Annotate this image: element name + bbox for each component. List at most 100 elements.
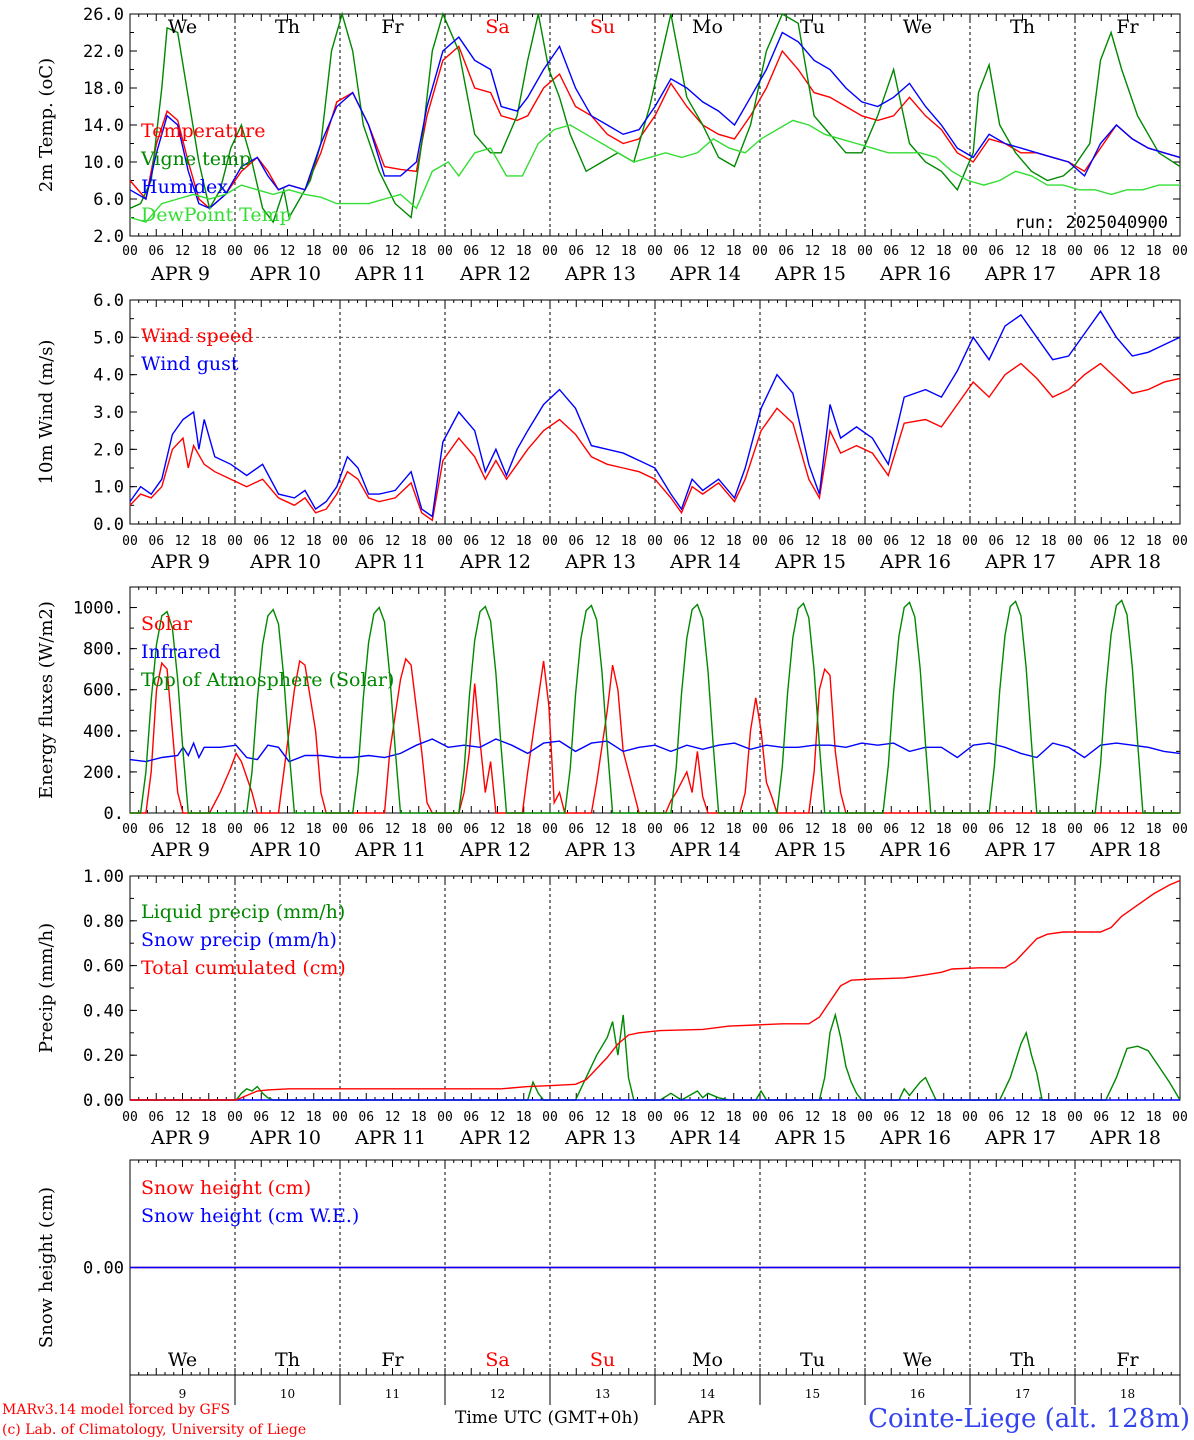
day-name: Sa — [485, 16, 509, 38]
hour-label: 18 — [1146, 822, 1162, 837]
y-tick-label: 0.0 — [93, 515, 124, 535]
date-label: APR 9 — [150, 551, 210, 573]
date-label: APR 12 — [459, 263, 531, 285]
hour-label: 00 — [1172, 244, 1188, 259]
hour-label: 12 — [175, 244, 191, 259]
y-tick-label: 6.0 — [93, 291, 124, 311]
time-axis-month: APR — [687, 1408, 726, 1428]
hour-label: 00 — [752, 244, 768, 259]
legend-entry: Solar — [141, 613, 193, 635]
date-label: APR 14 — [669, 551, 741, 573]
hour-label: 06 — [673, 244, 689, 259]
time-axis-label: Time UTC (GMT+0h) — [455, 1408, 639, 1428]
day-number: 15 — [805, 1387, 820, 1401]
hour-label: 06 — [778, 822, 794, 837]
day-number: 17 — [1015, 1387, 1030, 1401]
date-label: APR 17 — [984, 263, 1056, 285]
hour-label: 12 — [700, 244, 716, 259]
hour-label: 18 — [411, 534, 427, 549]
y-tick-label: 0.40 — [83, 1001, 124, 1021]
series-line — [129, 309, 1181, 518]
hour-label: 00 — [122, 822, 138, 837]
y-tick-label: 0.00 — [83, 1259, 124, 1279]
hour-label: 18 — [831, 822, 847, 837]
hour-label: 12 — [1120, 1110, 1136, 1125]
hour-label: 06 — [568, 822, 584, 837]
hour-label: 06 — [253, 822, 269, 837]
hour-label: 12 — [280, 1110, 296, 1125]
hour-label: 18 — [1041, 534, 1057, 549]
legend-entry: Wind gust — [141, 353, 239, 375]
hour-label: 18 — [516, 534, 532, 549]
day-number: 9 — [179, 1387, 187, 1401]
series-line — [129, 45, 1181, 210]
y-axis-label: Precip (mm/h) — [36, 923, 57, 1053]
y-tick-label: 3.0 — [93, 403, 124, 423]
hour-label: 06 — [883, 1110, 899, 1125]
hour-label: 00 — [752, 534, 768, 549]
hour-label: 06 — [778, 244, 794, 259]
day-name: Fr — [381, 1349, 404, 1371]
y-tick-label: 0.20 — [83, 1046, 124, 1066]
hour-label: 00 — [962, 534, 978, 549]
hour-label: 00 — [962, 822, 978, 837]
hour-label: 06 — [778, 1110, 794, 1125]
legend-entry: Vigne temp — [140, 148, 251, 170]
hour-label: 06 — [568, 534, 584, 549]
hour-label: 18 — [516, 244, 532, 259]
hour-label: 12 — [1120, 534, 1136, 549]
hour-label: 12 — [805, 534, 821, 549]
run-annotation: run: 2025040900 — [1014, 213, 1168, 233]
series-line — [129, 31, 1181, 210]
hour-label: 00 — [437, 244, 453, 259]
day-number: 10 — [280, 1387, 295, 1401]
legend-entry: Infrared — [141, 641, 221, 663]
day-name: Th — [1010, 16, 1035, 38]
hour-label: 12 — [490, 244, 506, 259]
hour-label: 00 — [1172, 1110, 1188, 1125]
day-name: We — [168, 16, 197, 38]
hour-label: 18 — [1041, 822, 1057, 837]
hour-label: 06 — [253, 244, 269, 259]
hour-label: 18 — [621, 534, 637, 549]
series-line — [130, 879, 1181, 1101]
series-line — [129, 362, 1181, 522]
y-tick-label: 1.00 — [83, 867, 124, 887]
date-label: APR 10 — [249, 551, 321, 573]
panel-2: 0.0 1.0 2.0 3.0 4.0 5.0 6.0 10m Wind (m/s) Wind … — [36, 291, 1188, 573]
hour-label: 12 — [1015, 534, 1031, 549]
hour-label: 00 — [542, 244, 558, 259]
hour-label: 06 — [673, 822, 689, 837]
panel-3: 0. 200. 400. 600. 800. 1000. Energy fluxes (W/… — [36, 586, 1188, 861]
y-tick-label: 1.0 — [93, 478, 124, 498]
date-label: APR 13 — [564, 263, 636, 285]
legend-entry: Snow precip (mm/h) — [141, 929, 337, 951]
hour-label: 18 — [831, 244, 847, 259]
hour-label: 18 — [1146, 1110, 1162, 1125]
y-tick-label: 2.0 — [93, 227, 124, 247]
hour-label: 00 — [1067, 822, 1083, 837]
hour-label: 06 — [1093, 244, 1109, 259]
hour-label: 00 — [332, 534, 348, 549]
day-name: We — [903, 1349, 932, 1371]
date-label: APR 15 — [774, 839, 846, 861]
hour-label: 06 — [883, 822, 899, 837]
date-label: APR 16 — [879, 1127, 951, 1149]
date-label: APR 10 — [249, 839, 321, 861]
hour-label: 00 — [332, 822, 348, 837]
y-tick-label: 0. — [104, 804, 124, 824]
hour-label: 18 — [201, 534, 217, 549]
day-name: Th — [275, 16, 300, 38]
hour-label: 00 — [752, 822, 768, 837]
date-label: APR 11 — [354, 1127, 426, 1149]
hour-label: 18 — [306, 822, 322, 837]
hour-label: 00 — [437, 534, 453, 549]
date-label: APR 11 — [354, 551, 426, 573]
date-label: APR 15 — [774, 1127, 846, 1149]
hour-label: 00 — [227, 822, 243, 837]
date-label: APR 13 — [564, 1127, 636, 1149]
day-number: 16 — [910, 1387, 925, 1401]
legend-entry: Snow height (cm W.E.) — [141, 1205, 359, 1227]
hour-label: 12 — [385, 534, 401, 549]
hour-label: 18 — [936, 822, 952, 837]
